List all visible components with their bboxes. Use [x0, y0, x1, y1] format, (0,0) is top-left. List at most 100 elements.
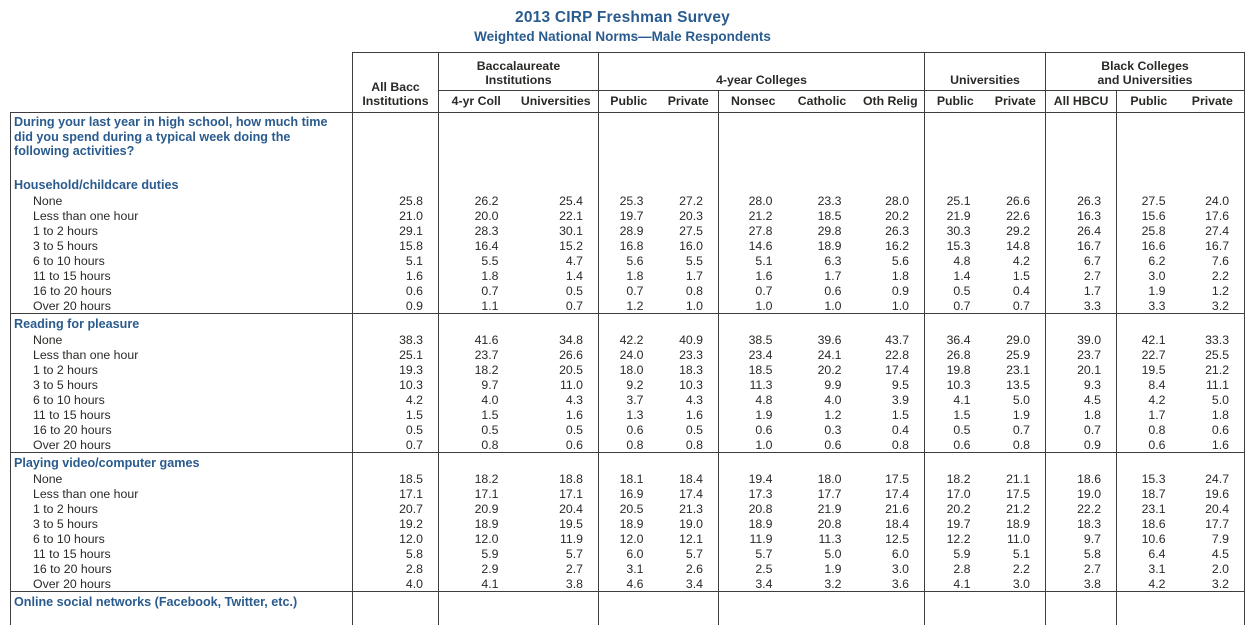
data-cell: 17.6 — [1181, 208, 1245, 223]
data-cell — [353, 175, 439, 193]
data-cell: 16.8 — [599, 238, 659, 253]
data-cell: 16.4 — [439, 238, 514, 253]
data-cell: 4.8 — [925, 253, 986, 268]
data-cell: 0.8 — [986, 437, 1046, 453]
data-cell: 1.2 — [788, 407, 857, 422]
data-cell — [857, 314, 925, 333]
data-cell: 0.7 — [986, 298, 1046, 314]
data-cell — [788, 314, 857, 333]
data-cell: 3.3 — [1117, 298, 1181, 314]
data-cell: 18.9 — [439, 516, 514, 531]
data-cell: 40.9 — [659, 332, 719, 347]
data-cell: 41.6 — [439, 332, 514, 347]
data-cell — [1046, 175, 1117, 193]
data-cell — [1046, 453, 1117, 472]
row-label: 11 to 15 hours — [11, 407, 353, 422]
data-cell — [857, 113, 925, 176]
data-cell: 15.8 — [353, 238, 439, 253]
data-cell: 27.5 — [1117, 193, 1181, 208]
data-cell — [599, 453, 659, 472]
data-cell: 26.3 — [1046, 193, 1117, 208]
row-label: Over 20 hours — [11, 298, 353, 314]
data-cell: 11.3 — [719, 377, 788, 392]
data-cell: 1.2 — [599, 298, 659, 314]
data-cell: 5.5 — [439, 253, 514, 268]
data-cell: 4.2 — [1117, 392, 1181, 407]
col-header-univ-public: Public — [925, 91, 986, 113]
data-cell — [1117, 175, 1181, 193]
data-cell: 23.3 — [788, 193, 857, 208]
data-cell — [514, 314, 599, 333]
data-cell: 36.4 — [925, 332, 986, 347]
data-cell: 6.0 — [857, 546, 925, 561]
question-row: During your last year in high school, ho… — [11, 113, 1245, 176]
data-cell: 1.9 — [788, 561, 857, 576]
data-cell: 3.6 — [857, 576, 925, 592]
data-cell: 20.2 — [857, 208, 925, 223]
data-cell: 10.6 — [1117, 531, 1181, 546]
data-cell: 15.3 — [1117, 471, 1181, 486]
data-cell: 24.7 — [1181, 471, 1245, 486]
data-cell: 5.1 — [353, 253, 439, 268]
row-label: 1 to 2 hours — [11, 501, 353, 516]
partial-section-row: Online social networks (Facebook, Twitte… — [11, 592, 1245, 625]
table-body: During your last year in high school, ho… — [11, 113, 1245, 625]
data-cell — [1046, 113, 1117, 176]
data-cell: 18.2 — [439, 362, 514, 377]
data-cell — [986, 175, 1046, 193]
data-cell: 3.3 — [1046, 298, 1117, 314]
col-header-4yc-private: Private — [659, 91, 719, 113]
data-cell: 11.0 — [986, 531, 1046, 546]
data-cell: 4.6 — [599, 576, 659, 592]
col-header-all-hbcu: All HBCU — [1046, 91, 1117, 113]
section-title: Reading for pleasure — [11, 314, 353, 333]
data-cell: 8.4 — [1117, 377, 1181, 392]
data-cell: 0.5 — [925, 422, 986, 437]
data-cell: 38.3 — [353, 332, 439, 347]
data-cell: 1.6 — [1181, 437, 1245, 453]
data-cell: 42.2 — [599, 332, 659, 347]
data-cell: 3.0 — [986, 576, 1046, 592]
page-title: 2013 CIRP Freshman Survey — [0, 9, 1245, 27]
data-cell: 16.0 — [659, 238, 719, 253]
data-cell — [925, 175, 986, 193]
data-cell: 28.0 — [719, 193, 788, 208]
data-cell: 4.2 — [353, 392, 439, 407]
data-cell: 0.7 — [925, 298, 986, 314]
data-cell: 2.7 — [1046, 561, 1117, 576]
row-label: 11 to 15 hours — [11, 546, 353, 561]
data-cell — [1117, 453, 1181, 472]
data-cell: 17.4 — [857, 486, 925, 501]
data-cell: 18.2 — [439, 471, 514, 486]
data-cell — [719, 453, 788, 472]
data-cell: 20.3 — [659, 208, 719, 223]
data-cell: 18.3 — [659, 362, 719, 377]
data-cell — [1181, 453, 1245, 472]
data-cell — [659, 113, 719, 176]
data-cell — [599, 314, 659, 333]
data-cell: 11.3 — [788, 531, 857, 546]
data-cell: 0.8 — [659, 283, 719, 298]
data-cell — [1181, 314, 1245, 333]
data-cell: 6.3 — [788, 253, 857, 268]
data-cell: 0.8 — [599, 437, 659, 453]
data-cell: 1.7 — [788, 268, 857, 283]
data-cell: 3.1 — [1117, 561, 1181, 576]
group-header-baccalaureate-institutions: Baccalaureate Institutions — [439, 53, 599, 91]
data-cell: 4.8 — [719, 392, 788, 407]
data-cell: 2.8 — [925, 561, 986, 576]
data-cell: 22.2 — [1046, 501, 1117, 516]
data-cell: 17.0 — [925, 486, 986, 501]
data-cell: 4.1 — [925, 576, 986, 592]
data-cell: 0.6 — [788, 437, 857, 453]
data-cell: 10.3 — [353, 377, 439, 392]
data-cell — [857, 175, 925, 193]
data-cell: 17.7 — [1181, 516, 1245, 531]
data-cell: 17.4 — [857, 362, 925, 377]
data-cell: 0.4 — [986, 283, 1046, 298]
data-cell: 1.8 — [599, 268, 659, 283]
data-cell: 9.2 — [599, 377, 659, 392]
